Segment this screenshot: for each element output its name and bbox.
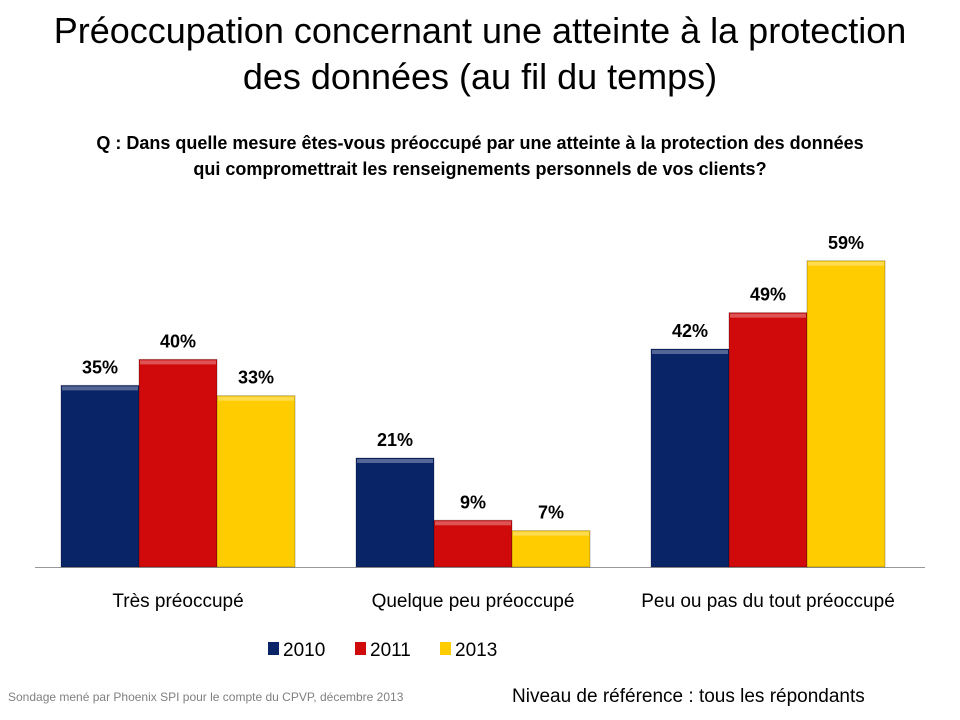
bar-highlight [62, 386, 138, 391]
question-subtitle: Q : Dans quelle mesure êtes-vous préoccu… [0, 130, 960, 182]
data-label: 35% [82, 357, 118, 377]
bar-2011-1 [433, 519, 513, 568]
data-label: 40% [160, 331, 196, 351]
category-label: Quelque peu préoccupé [372, 591, 575, 612]
data-label: 33% [238, 368, 274, 388]
bar-highlight [218, 396, 294, 401]
legend-swatch-2010 [268, 642, 279, 655]
legend-label: 2010 [283, 640, 325, 661]
bar-highlight [513, 531, 589, 536]
category-label: Très préoccupé [112, 591, 243, 612]
bar-2011-2 [728, 312, 808, 568]
bar-2013-1 [511, 530, 591, 568]
bar-highlight [357, 459, 433, 464]
data-label: 7% [538, 503, 564, 523]
bar-highlight [808, 261, 884, 266]
bar-2010-1 [355, 457, 435, 568]
source-note: Sondage mené par Phoenix SPI pour le com… [8, 690, 404, 704]
bar-2010-2 [650, 348, 730, 568]
data-label: 49% [750, 285, 786, 305]
question-line-1: Q : Dans quelle mesure êtes-vous préoccu… [96, 133, 864, 153]
legend-label: 2013 [455, 640, 497, 661]
title-line-1: Préoccupation concernant une atteinte à … [53, 10, 907, 51]
category-label: Peu ou pas du tout préoccupé [641, 591, 895, 612]
bar-2010-0 [60, 384, 140, 568]
bar-highlight [730, 313, 806, 318]
bar-2013-0 [216, 395, 296, 568]
title-line-2: des données (au fil du temps) [242, 56, 718, 97]
question-line-2: qui compromettrait les renseignements pe… [193, 159, 767, 179]
chart-title: Préoccupation concernant une atteinte à … [0, 8, 960, 100]
bar-highlight [140, 360, 216, 365]
data-label: 59% [828, 233, 864, 253]
legend-swatch-2011 [355, 642, 366, 655]
legend-label: 2011 [370, 640, 411, 661]
data-label: 21% [377, 430, 413, 450]
data-label: 42% [672, 321, 708, 341]
bar-2013-2 [806, 260, 886, 568]
bar-highlight [435, 521, 511, 526]
bar-2011-0 [138, 358, 218, 568]
bar-highlight [652, 350, 728, 355]
reference-note: Niveau de référence : tous les répondant… [512, 686, 865, 707]
data-label: 9% [460, 492, 486, 512]
legend-swatch-2013 [440, 642, 451, 655]
